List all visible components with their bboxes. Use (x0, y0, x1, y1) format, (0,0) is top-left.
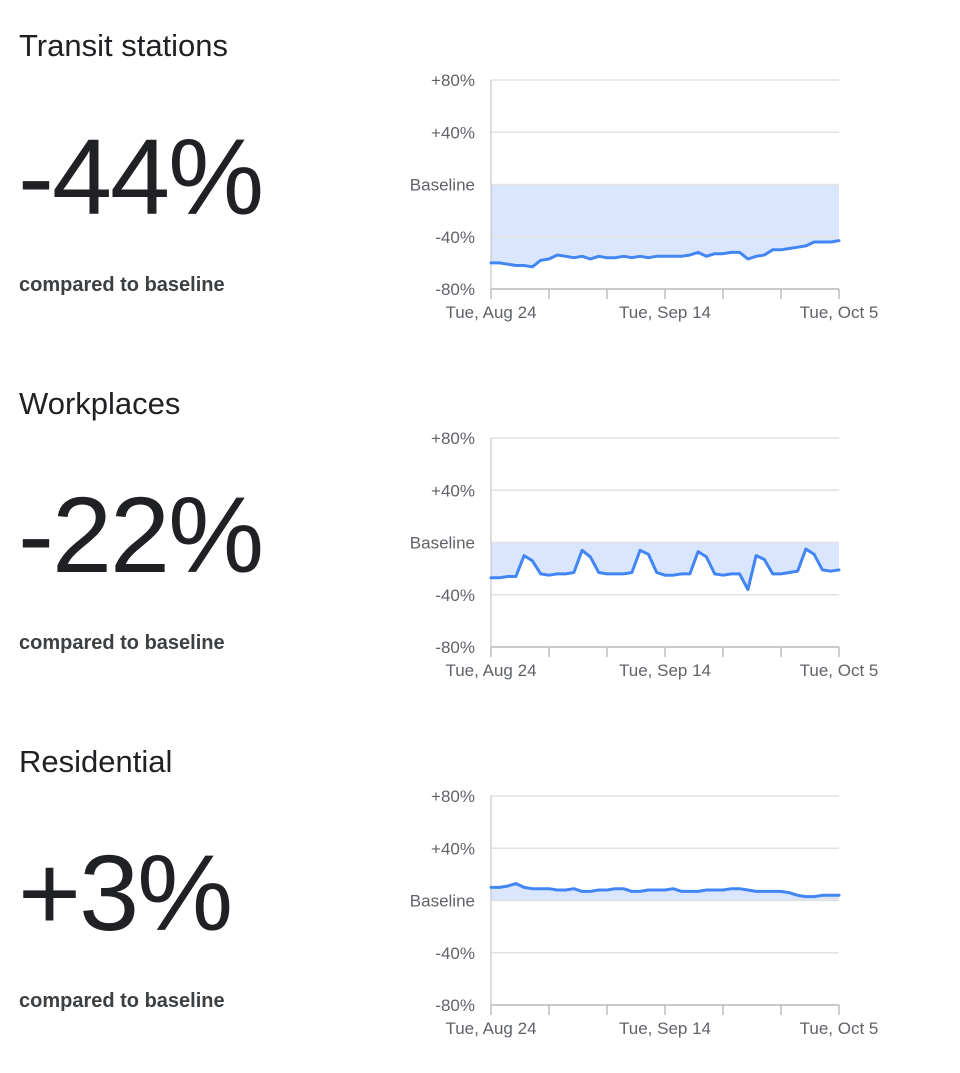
panel-title: Transit stations (19, 28, 229, 63)
baseline-fill-area (491, 184, 839, 267)
x-tick-label: Tue, Oct 5 (800, 1019, 879, 1038)
x-tick-label: Tue, Aug 24 (445, 661, 536, 680)
y-tick-label: -80% (435, 280, 475, 299)
y-tick-label: +80% (431, 71, 475, 90)
baseline-caption: compared to baseline (19, 274, 225, 296)
y-tick-label: +80% (431, 787, 475, 806)
chart-workplaces: +80% +40% Baseline -40% -80% Tue, Aug 24 Tue, … (410, 429, 879, 680)
baseline-fill-area (491, 542, 839, 590)
y-tick-label: +40% (431, 123, 475, 142)
x-tick-label: Tue, Oct 5 (800, 303, 879, 322)
x-tick-label: Tue, Oct 5 (800, 661, 879, 680)
panel-transit: Transit stations -44% compared to baseli… (0, 0, 960, 357)
y-tick-label: Baseline (410, 176, 475, 195)
x-tick-label: Tue, Sep 14 (619, 1019, 711, 1038)
chart-transit: +80% +40% Baseline -40% -80% Tue, Aug 24 Tue, … (410, 71, 879, 322)
x-tick-label: Tue, Aug 24 (445, 1019, 536, 1038)
y-tick-label: -40% (435, 228, 475, 247)
y-tick-label: -40% (435, 586, 475, 605)
x-tick-label: Tue, Sep 14 (619, 661, 711, 680)
panel-title: Workplaces (19, 386, 181, 421)
y-tick-label: Baseline (410, 534, 475, 553)
baseline-caption: compared to baseline (19, 990, 225, 1012)
baseline-caption: compared to baseline (19, 632, 225, 654)
y-tick-label: +40% (431, 481, 475, 500)
baseline-fill-area (491, 883, 839, 901)
y-tick-label: -80% (435, 996, 475, 1015)
percent-change-value: -44% (18, 116, 264, 237)
series-line (489, 239, 841, 269)
y-tick-label: -40% (435, 944, 475, 963)
y-tick-label: -80% (435, 638, 475, 657)
x-tick-label: Tue, Sep 14 (619, 303, 711, 322)
percent-change-value: +3% (18, 832, 233, 953)
y-tick-label: Baseline (410, 892, 475, 911)
series-line (489, 547, 841, 591)
x-tick-label: Tue, Aug 24 (445, 303, 536, 322)
panel-workplaces: Workplaces -22% compared to baseline +80… (0, 358, 960, 715)
chart-residential: +80% +40% Baseline -40% -80% Tue, Aug 24 Tue, … (410, 787, 879, 1038)
percent-change-value: -22% (18, 474, 264, 595)
y-tick-label: +80% (431, 429, 475, 448)
y-tick-label: +40% (431, 839, 475, 858)
series-line (489, 882, 841, 899)
panel-residential: Residential +3% compared to baseline +80… (0, 716, 960, 1073)
panel-title: Residential (19, 744, 173, 779)
